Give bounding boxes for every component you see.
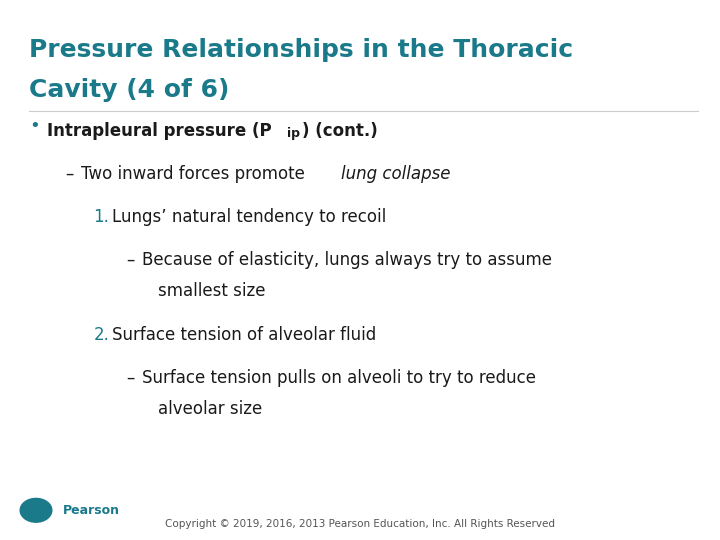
Text: 2.: 2. bbox=[94, 326, 109, 343]
Text: –: – bbox=[65, 165, 73, 183]
Text: Pressure Relationships in the Thoracic: Pressure Relationships in the Thoracic bbox=[29, 38, 573, 62]
Text: Pearson: Pearson bbox=[63, 504, 120, 517]
Text: Cavity (4 of 6): Cavity (4 of 6) bbox=[29, 78, 229, 102]
Text: P: P bbox=[32, 504, 40, 517]
Text: 1.: 1. bbox=[94, 208, 109, 226]
Text: Two inward forces promote: Two inward forces promote bbox=[81, 165, 310, 183]
Text: alveolar size: alveolar size bbox=[158, 400, 262, 418]
Text: lung collapse: lung collapse bbox=[341, 165, 450, 183]
Text: Because of elasticity, lungs always try to assume: Because of elasticity, lungs always try … bbox=[142, 251, 552, 269]
Text: Lungs’ natural tendency to recoil: Lungs’ natural tendency to recoil bbox=[112, 208, 386, 226]
Text: Surface tension pulls on alveoli to try to reduce: Surface tension pulls on alveoli to try … bbox=[142, 369, 536, 387]
Text: smallest size: smallest size bbox=[158, 282, 265, 300]
Text: –: – bbox=[126, 251, 135, 269]
Text: Copyright © 2019, 2016, 2013 Pearson Education, Inc. All Rights Reserved: Copyright © 2019, 2016, 2013 Pearson Edu… bbox=[165, 519, 555, 529]
Text: •: • bbox=[29, 117, 40, 135]
Text: Intrapleural pressure (P: Intrapleural pressure (P bbox=[47, 122, 271, 139]
Text: ) (cont.): ) (cont.) bbox=[302, 122, 377, 139]
Text: Surface tension of alveolar fluid: Surface tension of alveolar fluid bbox=[112, 326, 376, 343]
Text: –: – bbox=[126, 369, 135, 387]
Text: ip: ip bbox=[287, 127, 300, 140]
